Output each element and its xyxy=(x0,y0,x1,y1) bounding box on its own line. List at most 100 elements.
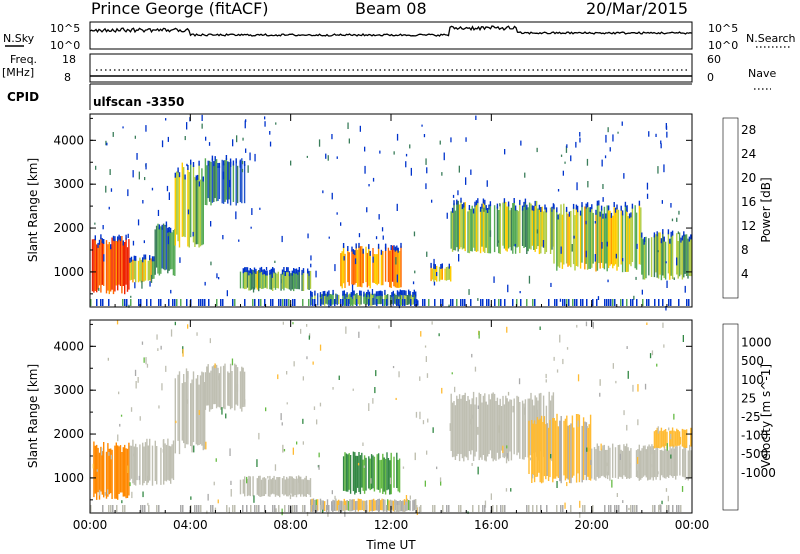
power-echo-region xyxy=(450,197,555,255)
power-speckle xyxy=(108,206,110,210)
power-speckle xyxy=(161,140,164,148)
power-speckle xyxy=(192,231,194,237)
velocity-speckle xyxy=(206,372,208,381)
velocity-near-range-cell xyxy=(140,505,142,512)
velocity-speckle xyxy=(217,499,219,504)
power-near-range-cell xyxy=(554,299,556,306)
power-speckle xyxy=(166,185,169,192)
power-speckle xyxy=(443,152,445,161)
power-speckle xyxy=(489,230,492,237)
power-speckle xyxy=(230,161,232,167)
power-speckle xyxy=(673,277,675,280)
power-near-range-cell xyxy=(352,299,354,306)
velocity-speckle xyxy=(286,402,288,405)
velocity-speckle xyxy=(518,378,521,385)
power-speckle xyxy=(259,207,261,210)
velocity-near-range-cell xyxy=(246,505,248,512)
power-speckle xyxy=(571,244,573,252)
velocity-near-range-cell xyxy=(366,505,368,512)
power-colorbar-tick: 24 xyxy=(741,147,756,161)
power-near-range-cell xyxy=(442,299,444,306)
power-speckle xyxy=(310,255,312,261)
velocity-near-range-cell xyxy=(256,505,258,512)
velocity-speckle xyxy=(170,329,173,337)
velocity-xtick-label: 00:00 xyxy=(675,518,710,532)
velocity-echo-region xyxy=(93,441,130,500)
power-near-range-cell xyxy=(244,299,246,306)
velocity-speckle xyxy=(130,407,133,412)
velocity-speckle xyxy=(281,508,283,516)
power-speckle xyxy=(648,131,650,137)
power-near-range-cell xyxy=(108,299,110,306)
velocity-speckle xyxy=(306,512,309,517)
power-speckle xyxy=(95,165,97,170)
power-speckle xyxy=(201,123,203,129)
power-near-range-cell xyxy=(566,299,568,306)
power-speckle xyxy=(165,118,167,121)
power-speckle xyxy=(465,137,467,142)
power-speckle xyxy=(235,211,237,220)
velocity-speckle xyxy=(592,322,594,329)
power-speckle xyxy=(576,182,578,191)
power-near-range-cell xyxy=(604,299,606,306)
power-speckle xyxy=(187,209,190,215)
velocity-speckle xyxy=(214,363,216,369)
velocity-speckle xyxy=(156,334,158,340)
velocity-near-range-cell xyxy=(264,505,266,512)
power-near-range-cell xyxy=(512,299,514,306)
power-speckle xyxy=(643,238,645,245)
power-near-range-cell xyxy=(626,299,628,306)
power-speckle xyxy=(130,295,132,298)
velocity-speckle xyxy=(556,369,559,373)
power-near-range-cell xyxy=(284,299,286,306)
velocity-speckle xyxy=(139,416,141,421)
velocity-near-range-cell xyxy=(144,505,146,512)
power-near-range-cell xyxy=(636,299,638,306)
power-ytick-label: 4000 xyxy=(53,133,84,147)
power-speckle xyxy=(536,229,539,234)
power-speckle xyxy=(412,281,415,285)
power-speckle xyxy=(222,235,224,240)
velocity-speckle xyxy=(319,402,322,407)
velocity-speckle xyxy=(392,366,395,369)
power-speckle xyxy=(414,270,416,274)
velocity-speckle xyxy=(477,426,479,435)
power-speckle xyxy=(306,155,308,158)
velocity-speckle xyxy=(607,471,609,480)
freq-tick-bottom: 8 xyxy=(64,71,71,84)
power-near-range-cell xyxy=(424,299,426,306)
velocity-near-range-cell xyxy=(556,505,558,512)
power-speckle xyxy=(122,126,124,129)
power-near-range-cell xyxy=(586,299,588,306)
velocity-speckle xyxy=(334,495,336,500)
power-speckle xyxy=(660,143,662,149)
time-axis-label: Time UT xyxy=(365,538,416,552)
power-speckle xyxy=(245,148,247,153)
power-near-range-cell xyxy=(576,299,578,306)
velocity-speckle xyxy=(666,443,668,451)
velocity-speckle xyxy=(319,344,322,351)
velocity-near-range-cell xyxy=(404,505,406,512)
velocity-speckle xyxy=(449,423,451,431)
power-near-range-cell xyxy=(292,299,294,306)
power-echo-region xyxy=(91,234,130,295)
velocity-data-layer xyxy=(90,320,692,518)
power-speckle xyxy=(379,150,381,154)
velocity-speckle xyxy=(505,456,508,464)
velocity-speckle xyxy=(318,452,320,458)
velocity-near-range-cell xyxy=(90,505,92,512)
power-echo-region xyxy=(430,262,452,282)
velocity-near-range-cell xyxy=(332,505,334,512)
power-speckle xyxy=(670,203,672,208)
power-speckle xyxy=(519,291,521,294)
power-speckle xyxy=(566,144,568,148)
velocity-colorbar-tick: -100 xyxy=(741,429,768,443)
velocity-speckle xyxy=(142,491,144,498)
power-colorbar-tick: 8 xyxy=(741,243,749,257)
power-speckle xyxy=(635,276,637,280)
power-near-range-cell xyxy=(568,299,570,306)
power-near-range-cell xyxy=(220,299,222,306)
velocity-echo-region xyxy=(653,427,692,449)
velocity-speckle xyxy=(282,444,284,453)
velocity-speckle xyxy=(196,332,198,336)
